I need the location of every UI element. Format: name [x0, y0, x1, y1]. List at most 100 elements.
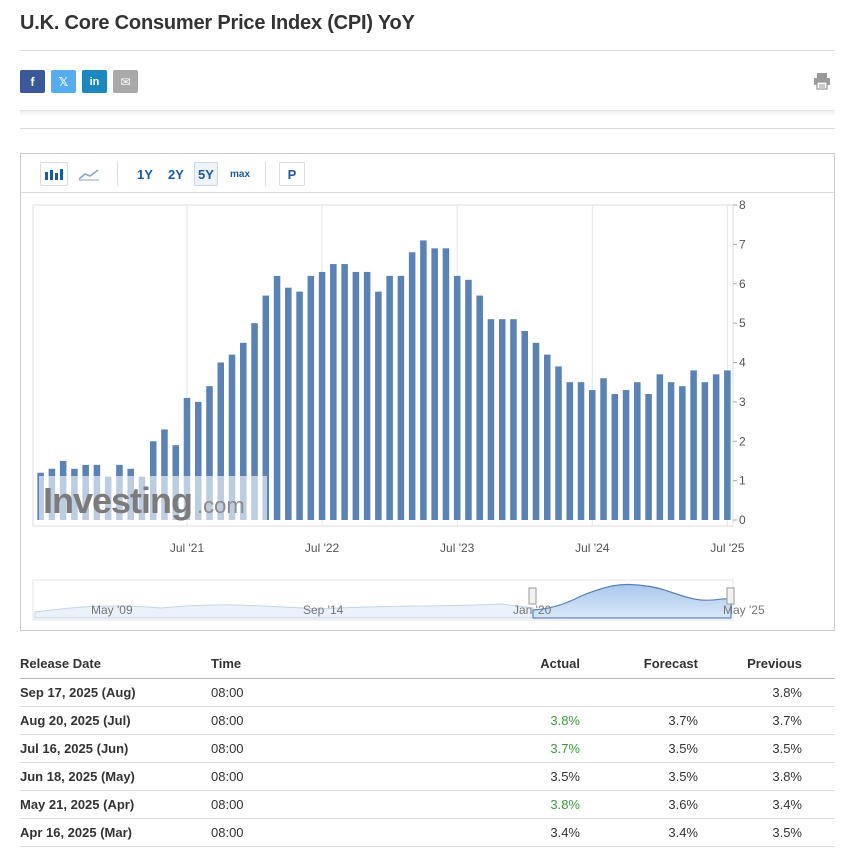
- time-cell: 08:00: [211, 741, 244, 756]
- header-forecast: Forecast: [643, 656, 698, 671]
- bar[interactable]: [285, 287, 292, 520]
- period-max-button[interactable]: max: [230, 168, 251, 180]
- header-release-date: Release Date: [20, 656, 101, 671]
- bar[interactable]: [161, 429, 168, 520]
- bar[interactable]: [363, 271, 371, 520]
- bar[interactable]: [183, 397, 191, 520]
- period-5y-button[interactable]: 5Y: [194, 162, 218, 186]
- bar[interactable]: [724, 370, 731, 520]
- bar[interactable]: [262, 295, 270, 520]
- release-history-table: Release Date Time Actual Forecast Previo…: [20, 650, 835, 847]
- bar[interactable]: [240, 342, 247, 520]
- bar[interactable]: [611, 394, 619, 520]
- bar[interactable]: [273, 275, 281, 520]
- navigator-label: May '25: [723, 603, 765, 617]
- bar[interactable]: [453, 275, 461, 520]
- navigator-label: Sep '14: [303, 603, 344, 617]
- bar[interactable]: [712, 374, 720, 520]
- bar[interactable]: [679, 386, 686, 520]
- bar[interactable]: [476, 295, 483, 520]
- actual-cell: 3.7%: [550, 741, 580, 756]
- bar[interactable]: [667, 382, 675, 520]
- actual-cell: 3.4%: [550, 825, 580, 840]
- navigator-right-handle[interactable]: [726, 587, 735, 605]
- twitter-share-button[interactable]: 𝕏: [51, 70, 76, 93]
- bar[interactable]: [701, 382, 709, 520]
- bar[interactable]: [397, 275, 405, 520]
- bar[interactable]: [217, 362, 225, 521]
- section-shadow: [20, 110, 835, 116]
- bar-chart-type-button[interactable]: [40, 162, 68, 186]
- bar[interactable]: [487, 319, 495, 520]
- bar[interactable]: [408, 252, 416, 520]
- bar[interactable]: [465, 279, 472, 520]
- time-cell: 08:00: [211, 797, 244, 812]
- forecast-cell: 3.4%: [668, 825, 698, 840]
- bar[interactable]: [622, 390, 630, 520]
- period-2y-button[interactable]: 2Y: [168, 166, 184, 182]
- bar[interactable]: [555, 366, 562, 520]
- p-button[interactable]: P: [279, 162, 305, 186]
- watermark-brand: Investing: [43, 480, 192, 521]
- bar[interactable]: [543, 354, 551, 520]
- bar[interactable]: [589, 390, 596, 520]
- table-row: May 21, 2025 (Apr) 08:00 3.8% 3.6% 3.4%: [20, 791, 835, 819]
- y-tick-label: 0: [739, 513, 746, 527]
- bar[interactable]: [577, 382, 585, 520]
- bar[interactable]: [330, 264, 337, 520]
- table-row: Apr 16, 2025 (Mar) 08:00 3.4% 3.4% 3.5%: [20, 819, 835, 847]
- chart-navigator[interactable]: May '09 Sep '14 Jan '20 May '25: [32, 579, 765, 621]
- header-time: Time: [211, 656, 242, 671]
- bar[interactable]: [318, 271, 326, 520]
- forecast-cell: 3.6%: [668, 797, 698, 812]
- bar[interactable]: [431, 248, 438, 520]
- bar[interactable]: [634, 382, 641, 520]
- bar[interactable]: [521, 331, 528, 520]
- divider: [20, 128, 835, 129]
- navigator-left-handle[interactable]: [528, 587, 537, 605]
- bar[interactable]: [566, 382, 574, 520]
- table-header: Release Date Time Actual Forecast Previo…: [20, 650, 835, 679]
- previous-cell: 3.5%: [772, 741, 802, 756]
- facebook-share-button[interactable]: f: [20, 70, 45, 93]
- chart-toolbar: 1Y 2Y 5Y max P: [21, 154, 834, 193]
- toolbar-separator: [265, 162, 266, 186]
- navigator-label: Jan '20: [513, 603, 552, 617]
- bar[interactable]: [375, 291, 382, 520]
- bar[interactable]: [386, 275, 393, 520]
- header-actual: Actual: [540, 656, 580, 671]
- bar[interactable]: [420, 240, 427, 520]
- divider: [20, 50, 835, 51]
- linkedin-share-button[interactable]: in: [82, 70, 107, 93]
- y-tick-label: 1: [739, 474, 746, 488]
- email-share-button[interactable]: ✉: [113, 70, 138, 93]
- bar[interactable]: [206, 386, 213, 520]
- previous-cell: 3.8%: [772, 685, 802, 700]
- bar[interactable]: [352, 271, 360, 520]
- share-bar: f 𝕏 in ✉: [20, 70, 138, 93]
- bar[interactable]: [656, 374, 664, 520]
- area-chart-type-button[interactable]: [75, 162, 103, 186]
- release-date-cell: Jun 18, 2025 (May): [20, 769, 135, 784]
- navigator-selected-series: [532, 583, 732, 619]
- bar[interactable]: [296, 291, 303, 520]
- bar[interactable]: [645, 394, 652, 520]
- bar[interactable]: [194, 401, 202, 520]
- bar[interactable]: [228, 354, 236, 520]
- table-row: Jul 16, 2025 (Jun) 08:00 3.7% 3.5% 3.5%: [20, 735, 835, 763]
- time-cell: 08:00: [211, 685, 244, 700]
- print-icon[interactable]: [813, 72, 831, 90]
- toolbar-separator: [117, 162, 118, 186]
- bar[interactable]: [600, 378, 607, 520]
- bar[interactable]: [341, 264, 348, 520]
- bar[interactable]: [690, 370, 697, 520]
- bar[interactable]: [251, 323, 258, 520]
- bar[interactable]: [510, 319, 517, 520]
- bar[interactable]: [307, 275, 315, 520]
- bar[interactable]: [532, 342, 540, 520]
- email-icon: ✉: [120, 74, 131, 89]
- period-1y-button[interactable]: 1Y: [137, 166, 153, 182]
- y-tick-label: 6: [739, 277, 746, 291]
- bar[interactable]: [442, 248, 450, 520]
- bar[interactable]: [498, 319, 506, 520]
